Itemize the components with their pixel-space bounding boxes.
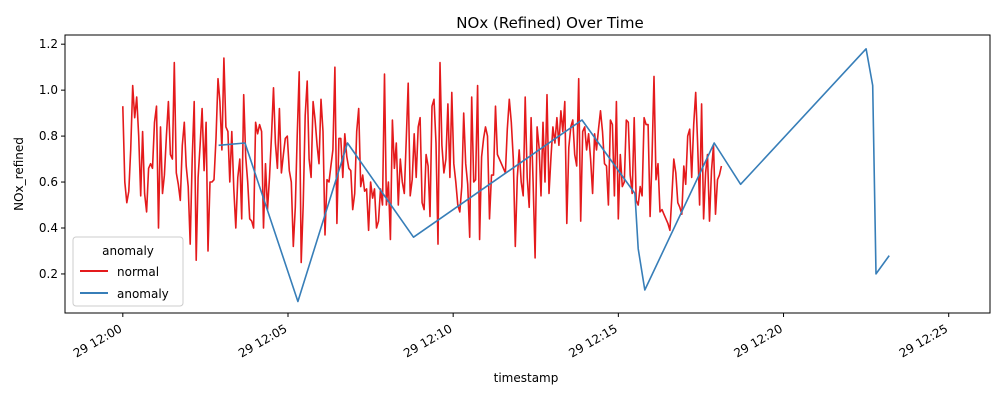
- legend-title: anomaly: [102, 244, 154, 258]
- legend-box: [72, 236, 184, 307]
- x-axis-label: timestamp: [494, 371, 559, 385]
- plot-area: [122, 48, 890, 303]
- y-tick-label: 0.2: [39, 267, 58, 281]
- y-tick-label: 0.6: [39, 175, 58, 189]
- y-axis-label: NOx_refined: [12, 137, 26, 211]
- y-tick-label: 0.4: [39, 221, 58, 235]
- y-tick-label: 1.2: [39, 37, 58, 51]
- series-line-anomaly: [218, 48, 890, 303]
- y-axis: 0.2 0.4 0.6 0.8 1.0 1.2: [39, 37, 65, 281]
- chart-title: NOx (Refined) Over Time: [456, 14, 643, 32]
- legend-label-normal: normal: [117, 265, 159, 279]
- legend-label-anomaly: anomaly: [117, 287, 169, 301]
- plot-frame: [64, 34, 991, 314]
- legend: anomaly normal anomaly: [72, 236, 184, 307]
- y-tick-label: 1.0: [39, 83, 58, 97]
- y-tick-label: 0.8: [39, 129, 58, 143]
